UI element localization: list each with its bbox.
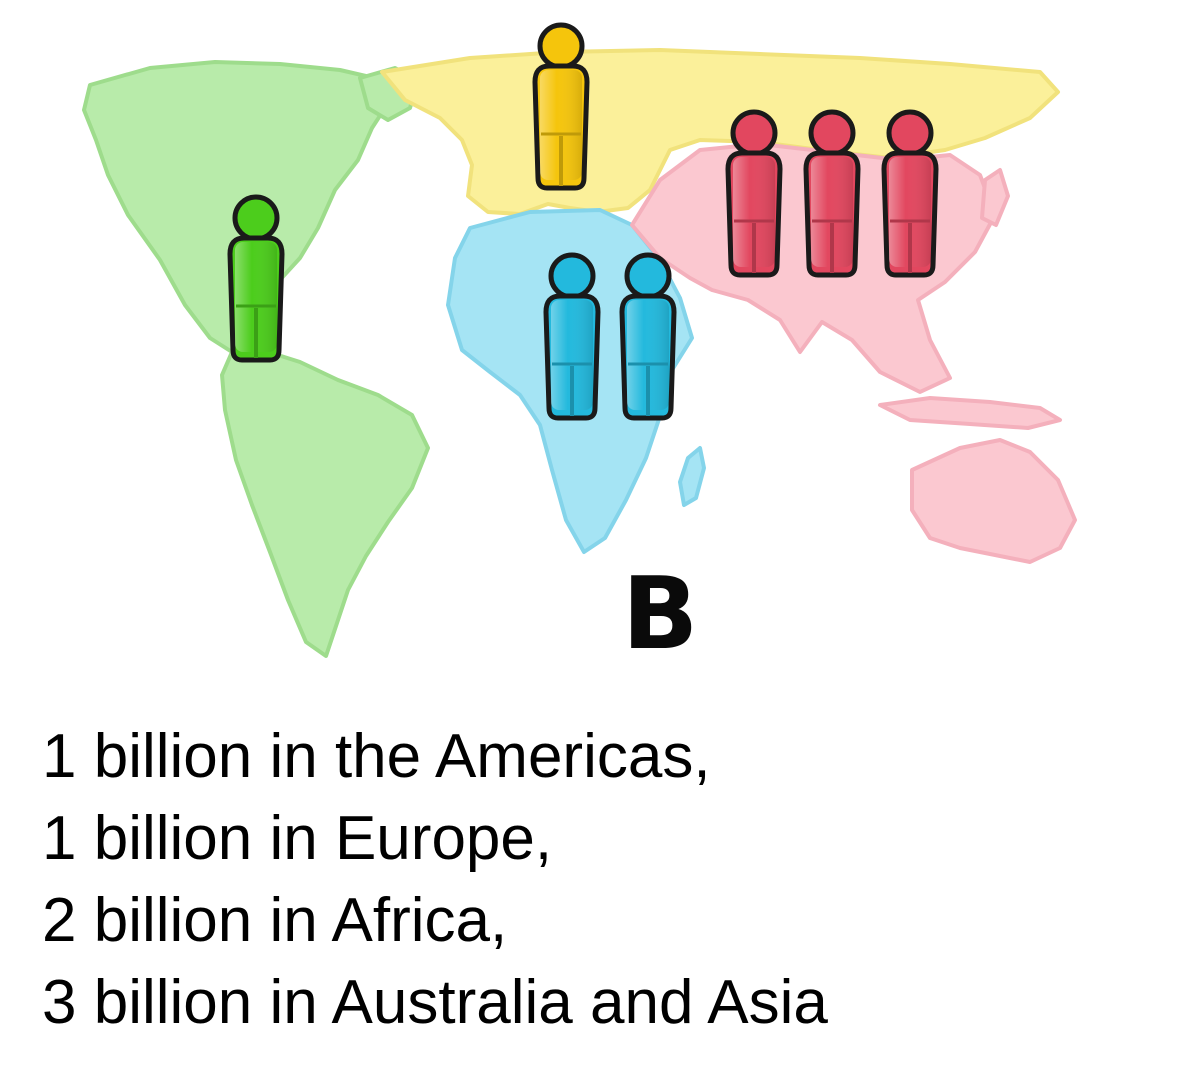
caption-line-africa: 2 billion in Africa, <box>42 886 508 955</box>
person-icon <box>532 22 590 191</box>
continent-indonesia <box>878 396 1062 430</box>
continent-australia <box>910 438 1077 564</box>
figure-label: B <box>622 555 698 672</box>
continent-south-america <box>220 348 430 658</box>
world-population-map: B <box>82 22 1077 672</box>
continent-japan <box>980 168 1010 227</box>
person-icon <box>619 252 677 421</box>
person-icon <box>881 109 939 278</box>
person-icon <box>803 109 861 278</box>
person-icon <box>543 252 601 421</box>
continent-madagascar <box>678 446 706 507</box>
population-caption: 1 billion in the Americas, 1 billion in … <box>42 716 828 1044</box>
person-icon <box>725 109 783 278</box>
caption-line-americas: 1 billion in the Americas, <box>42 722 711 791</box>
population-figures <box>227 22 939 421</box>
caption-line-asia-australia: 3 billion in Australia and Asia <box>42 968 828 1037</box>
person-icon <box>227 194 285 363</box>
caption-line-europe: 1 billion in Europe, <box>42 804 553 873</box>
